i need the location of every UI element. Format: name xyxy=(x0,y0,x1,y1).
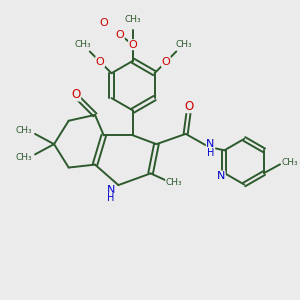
Text: O: O xyxy=(162,57,170,67)
Text: O: O xyxy=(96,57,104,67)
Text: O: O xyxy=(116,30,124,40)
Text: CH₃: CH₃ xyxy=(125,15,141,24)
Text: CH₃: CH₃ xyxy=(175,40,192,49)
Text: CH₃: CH₃ xyxy=(166,178,182,187)
Text: H: H xyxy=(107,193,115,203)
Text: H: H xyxy=(207,148,214,158)
Text: N: N xyxy=(107,185,115,195)
Text: O: O xyxy=(129,40,137,50)
Text: CH₃: CH₃ xyxy=(74,40,91,49)
Text: N: N xyxy=(217,171,225,181)
Text: O: O xyxy=(71,88,81,101)
Text: O: O xyxy=(99,18,108,28)
Text: CH₃: CH₃ xyxy=(15,127,31,136)
Text: O: O xyxy=(184,100,194,112)
Text: N: N xyxy=(206,139,215,149)
Text: CH₃: CH₃ xyxy=(282,158,298,167)
Text: CH₃: CH₃ xyxy=(15,153,31,162)
